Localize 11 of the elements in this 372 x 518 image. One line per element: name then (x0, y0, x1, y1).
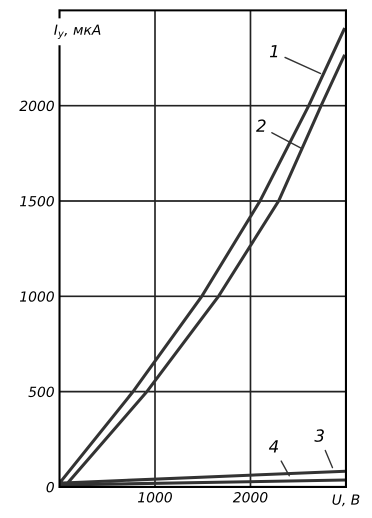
annotation: 1 (270, 45, 278, 58)
y-tick-label: 1500 (20, 196, 54, 206)
y-tick-label: 500 (28, 386, 54, 398)
annotation: 3 (314, 429, 324, 442)
y-tick-label: 1000 (20, 291, 54, 302)
y-tick-label: 0 (46, 482, 54, 492)
annotation: 2 (256, 119, 266, 132)
y-axis-title: I$_{y}$, мкА (54, 24, 100, 40)
x-axis-title: U, В (332, 494, 360, 506)
y-tick-label: 2000 (19, 100, 54, 112)
annotation: 4 (268, 440, 278, 452)
